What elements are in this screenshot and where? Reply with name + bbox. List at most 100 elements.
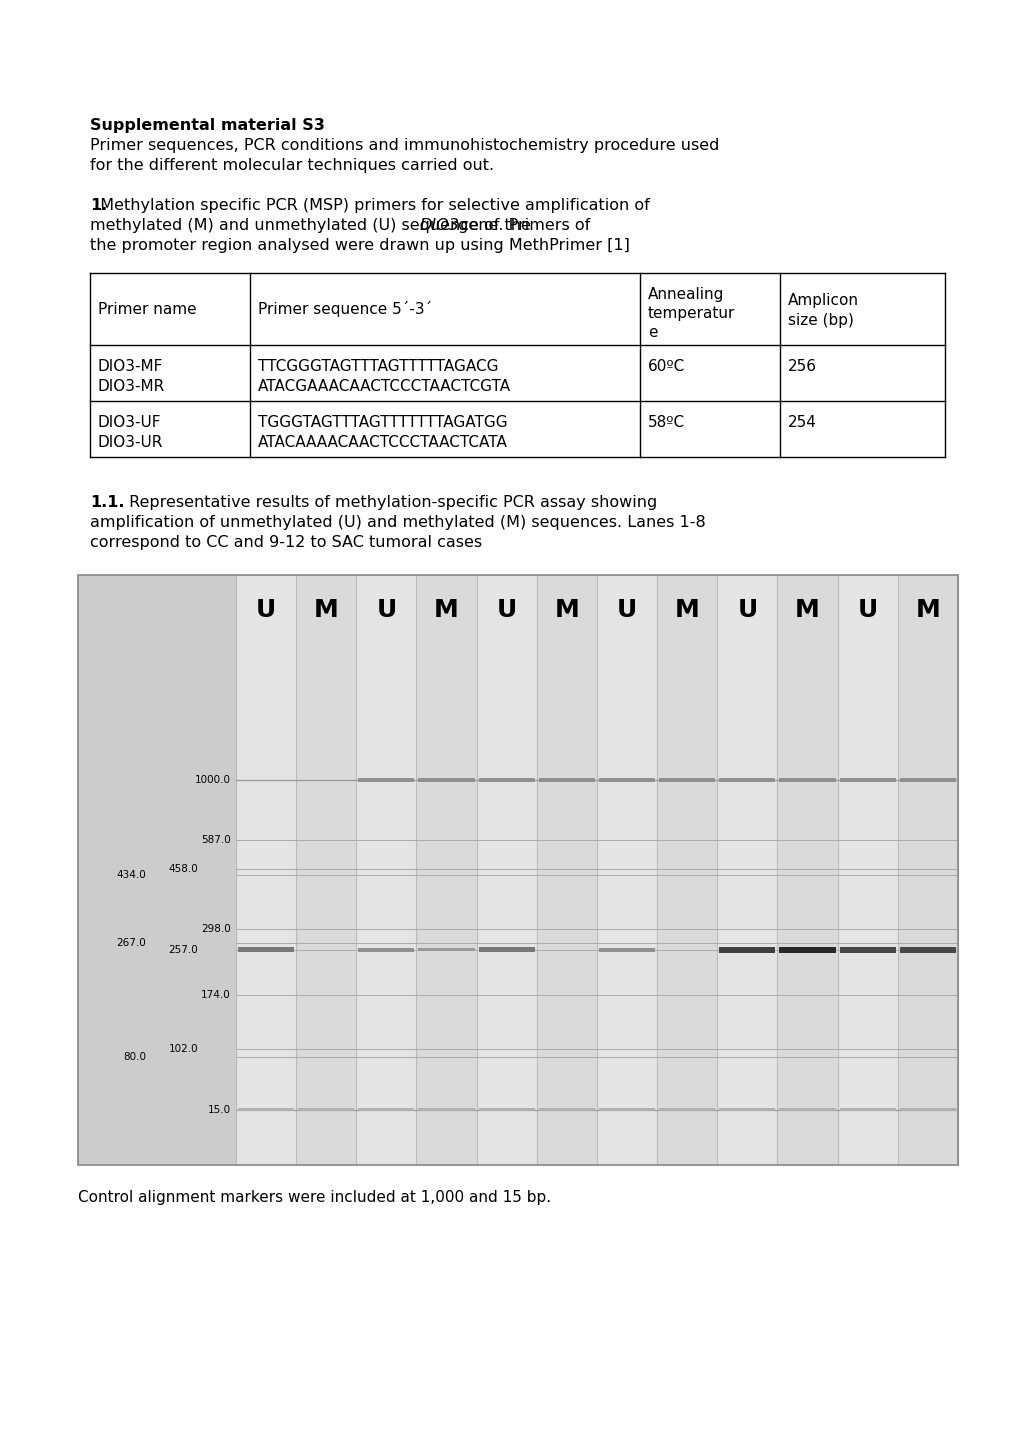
Text: 58ºC: 58ºC (647, 416, 685, 430)
Bar (237, 1108, 293, 1111)
Text: 80.0: 80.0 (123, 1052, 146, 1062)
Text: U: U (857, 597, 877, 622)
Text: Methylation specific PCR (MSP) primers for selective amplification of: Methylation specific PCR (MSP) primers f… (90, 198, 649, 214)
Text: 267.0: 267.0 (116, 938, 146, 948)
Text: ATACGAAACAACTCCCTAACTCGTA: ATACGAAACAACTCCCTAACTCGTA (258, 380, 511, 394)
Bar (536, 574, 596, 1165)
Text: the promoter region analysed were drawn up using MethPrimer [1]: the promoter region analysed were drawn … (90, 238, 630, 253)
Text: 15.0: 15.0 (208, 1105, 230, 1115)
Bar (837, 574, 897, 1165)
Bar (77, 574, 957, 1165)
Text: Primer name: Primer name (98, 302, 197, 316)
Text: U: U (616, 597, 637, 622)
Text: 298.0: 298.0 (201, 924, 230, 934)
Bar (779, 947, 835, 952)
Text: 1.: 1. (90, 198, 107, 214)
Text: DIO3: DIO3 (420, 218, 460, 232)
Text: M: M (915, 597, 940, 622)
Bar (358, 948, 414, 952)
Bar (296, 574, 356, 1165)
Bar (899, 778, 955, 782)
Bar (77, 574, 957, 1165)
Bar (658, 778, 714, 782)
Bar (839, 778, 895, 782)
Text: M: M (314, 597, 338, 622)
Text: U: U (737, 597, 757, 622)
Text: TTCGGGTAGTTTAGTTTTTAGACG: TTCGGGTAGTTTAGTTTTTAGACG (258, 359, 498, 374)
Text: Primer sequence 5´-3´: Primer sequence 5´-3´ (258, 302, 432, 317)
Bar (656, 574, 716, 1165)
Bar (478, 778, 534, 782)
Text: for the different molecular techniques carried out.: for the different molecular techniques c… (90, 157, 493, 173)
Text: 60ºC: 60ºC (647, 359, 685, 374)
Bar (839, 1108, 895, 1111)
Bar (235, 574, 296, 1165)
Text: 174.0: 174.0 (201, 990, 230, 1000)
Text: size (bp): size (bp) (788, 313, 853, 328)
Text: Annealing: Annealing (647, 287, 723, 302)
Text: M: M (434, 597, 459, 622)
Text: e: e (647, 325, 657, 341)
Text: 254: 254 (788, 416, 816, 430)
Bar (716, 574, 776, 1165)
Bar (897, 574, 957, 1165)
Bar (596, 574, 656, 1165)
Text: Supplemental material S3: Supplemental material S3 (90, 118, 325, 133)
Text: 102.0: 102.0 (168, 1043, 198, 1053)
Bar (538, 1108, 594, 1111)
Text: TGGGTAGTTTAGTTTTTTTAGATGG: TGGGTAGTTTAGTTTTTTTAGATGG (258, 416, 507, 430)
Text: 458.0: 458.0 (168, 864, 198, 874)
Bar (598, 948, 654, 952)
Text: correspond to CC and 9-12 to SAC tumoral cases: correspond to CC and 9-12 to SAC tumoral… (90, 535, 482, 550)
Bar (298, 1108, 354, 1111)
Text: 1000.0: 1000.0 (195, 775, 230, 785)
Text: DIO3-MR: DIO3-MR (98, 380, 165, 394)
Bar (718, 947, 774, 952)
Bar (598, 1108, 654, 1111)
Text: 257.0: 257.0 (168, 945, 198, 955)
Bar (776, 574, 837, 1165)
Text: U: U (256, 597, 276, 622)
Bar (779, 778, 835, 782)
Bar (899, 947, 955, 952)
Text: 587.0: 587.0 (201, 835, 230, 846)
Text: U: U (376, 597, 396, 622)
Text: amplification of unmethylated (U) and methylated (M) sequences. Lanes 1-8: amplification of unmethylated (U) and me… (90, 515, 705, 530)
Text: DIO3-MF: DIO3-MF (98, 359, 163, 374)
Text: 256: 256 (788, 359, 816, 374)
Bar (658, 1108, 714, 1111)
Bar (839, 947, 895, 952)
Bar (718, 778, 774, 782)
Text: Primer sequences, PCR conditions and immunohistochemistry procedure used: Primer sequences, PCR conditions and imm… (90, 139, 718, 153)
Text: U: U (496, 597, 517, 622)
Text: Amplicon: Amplicon (788, 293, 858, 307)
Bar (538, 778, 594, 782)
Bar (358, 778, 414, 782)
Bar (237, 947, 293, 952)
Bar (779, 1108, 835, 1111)
Text: 1.1.: 1.1. (90, 495, 124, 509)
Bar (476, 574, 536, 1165)
Bar (356, 574, 416, 1165)
Bar (418, 948, 474, 951)
Text: M: M (795, 597, 819, 622)
Bar (478, 1108, 534, 1111)
Bar (899, 1108, 955, 1111)
Bar (598, 778, 654, 782)
Text: DIO3-UR: DIO3-UR (98, 434, 163, 450)
Text: 434.0: 434.0 (116, 870, 146, 880)
Bar (418, 1108, 474, 1111)
Text: Control alignment markers were included at 1,000 and 15 bp.: Control alignment markers were included … (77, 1190, 550, 1205)
Bar (416, 574, 476, 1165)
Text: DIO3-UF: DIO3-UF (98, 416, 161, 430)
Text: temperatur: temperatur (647, 306, 735, 320)
Text: M: M (675, 597, 699, 622)
Bar (235, 1131, 957, 1165)
Bar (478, 947, 534, 952)
Bar (358, 1108, 414, 1111)
Bar (77, 574, 235, 1165)
Text: M: M (554, 597, 579, 622)
Bar (418, 778, 474, 782)
Text: Representative results of methylation-specific PCR assay showing: Representative results of methylation-sp… (124, 495, 656, 509)
Text: ATACAAAACAACTCCCTAACTCATA: ATACAAAACAACTCCCTAACTCATA (258, 434, 507, 450)
